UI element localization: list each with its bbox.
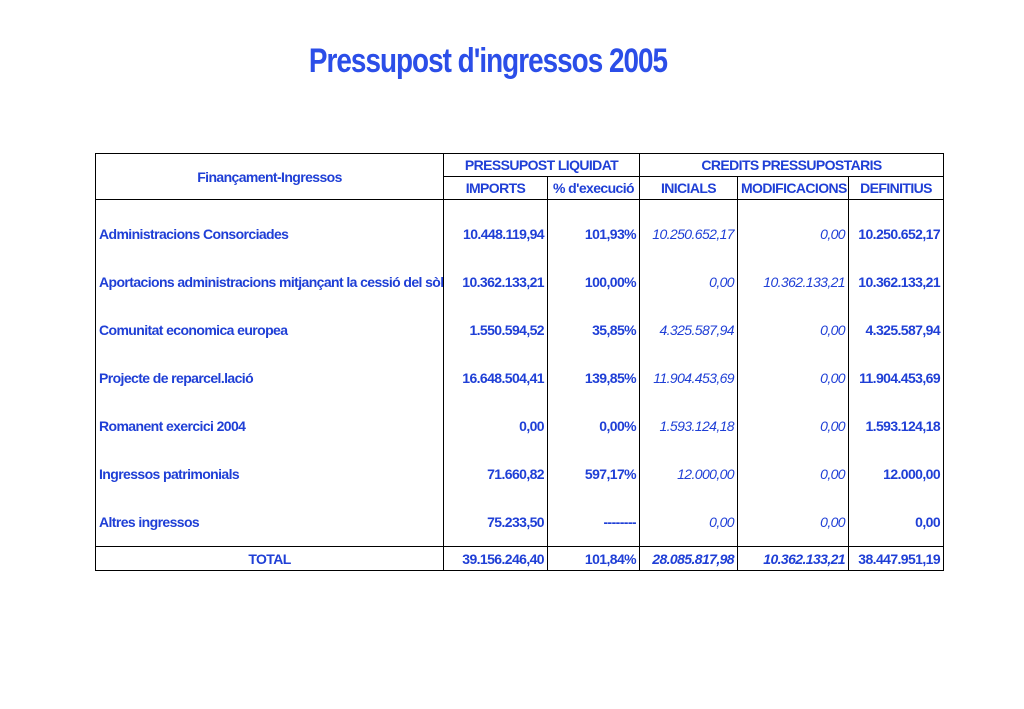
row-imports: 16.648.504,41: [443, 354, 548, 402]
row-label: Ingressos patrimonials: [95, 450, 444, 498]
total-row: TOTAL 39.156.246,40 101,84% 28.085.817,9…: [95, 546, 945, 571]
row-label: Projecte de reparcel.lació: [95, 354, 444, 402]
table-row: Ingressos patrimonials 71.660,82 597,17% 12…: [95, 450, 945, 498]
row-inicials: 0,00: [639, 498, 738, 547]
total-exec: 101,84%: [547, 546, 640, 571]
row-imports: 1.550.594,52: [443, 306, 548, 354]
header-credits-pressupostaris: CREDITS PRESSUPOSTARIS: [638, 153, 945, 177]
row-exec: 100,00%: [547, 258, 640, 306]
table-row: Projecte de reparcel.lació 16.648.504,41 1…: [95, 354, 945, 402]
row-definitius: 1.593.124,18: [847, 402, 945, 450]
row-exec: 101,93%: [547, 210, 640, 258]
row-label: Administracions Consorciades: [95, 210, 444, 258]
row-exec: 35,85%: [547, 306, 640, 354]
row-modificacions: 0,00: [737, 498, 849, 547]
table-row: Altres ingressos 75.233,50 -------- 0,00 0,0…: [95, 498, 945, 547]
row-definitius: 4.325.587,94: [847, 306, 945, 354]
total-inicials: 28.085.817,98: [639, 546, 738, 571]
row-modificacions: 0,00: [737, 306, 849, 354]
row-imports: 10.362.133,21: [443, 258, 548, 306]
total-label: TOTAL: [95, 546, 444, 571]
row-inicials: 12.000,00: [639, 450, 738, 498]
row-imports: 75.233,50: [443, 498, 548, 547]
row-exec: 597,17%: [547, 450, 640, 498]
budget-table: Finançament-Ingressos PRESSUPOST LIQUIDA…: [95, 153, 945, 571]
header-imports: IMPORTS: [443, 176, 548, 200]
header-definitius: DEFINITIUS: [847, 176, 945, 200]
total-definitius: 38.447.951,19: [847, 546, 945, 571]
row-definitius: 12.000,00: [847, 450, 945, 498]
row-definitius: 0,00: [847, 498, 945, 547]
row-imports: 71.660,82: [443, 450, 548, 498]
header-exec: % d'execució: [547, 176, 640, 200]
row-inicials: 1.593.124,18: [639, 402, 738, 450]
page-title: Pressupost d'ingressos 2005: [308, 42, 668, 80]
row-modificacions: 0,00: [737, 450, 849, 498]
row-label: Comunitat economica europea: [95, 306, 444, 354]
row-imports: 0,00: [443, 402, 548, 450]
header-inicials: INICIALS: [639, 176, 738, 200]
table-row: Romanent exercici 2004 0,00 0,00% 1.593.124…: [95, 402, 945, 450]
row-exec: --------: [547, 498, 640, 547]
row-modificacions: 0,00: [737, 354, 849, 402]
row-inicials: 4.325.587,94: [639, 306, 738, 354]
row-exec: 0,00%: [547, 402, 640, 450]
row-label: Aportacions administracions mitjançant l…: [95, 258, 444, 306]
row-inicials: 11.904.453,69: [639, 354, 738, 402]
row-definitius: 11.904.453,69: [847, 354, 945, 402]
total-imports: 39.156.246,40: [443, 546, 548, 571]
row-inicials: 0,00: [639, 258, 738, 306]
table-row: Aportacions administracions mitjançant l…: [95, 258, 945, 306]
header-financament: Finançament-Ingressos: [95, 153, 444, 200]
header-modificacions: MODIFICACIONS: [737, 176, 849, 200]
row-imports: 10.448.119,94: [443, 210, 548, 258]
table-row: Administracions Consorciades 10.448.119,9…: [95, 210, 945, 258]
row-definitius: 10.250.652,17: [847, 210, 945, 258]
row-definitius: 10.362.133,21: [847, 258, 945, 306]
row-exec: 139,85%: [547, 354, 640, 402]
row-modificacions: 10.362.133,21: [737, 258, 849, 306]
row-modificacions: 0,00: [737, 210, 849, 258]
table-row: Comunitat economica europea 1.550.594,52 3…: [95, 306, 945, 354]
row-label: Altres ingressos: [95, 498, 444, 547]
row-inicials: 10.250.652,17: [639, 210, 738, 258]
row-label: Romanent exercici 2004: [95, 402, 444, 450]
row-modificacions: 0,00: [737, 402, 849, 450]
header-pressupost-liquidat: PRESSUPOST LIQUIDAT: [443, 153, 640, 177]
total-modificacions: 10.362.133,21: [737, 546, 849, 571]
